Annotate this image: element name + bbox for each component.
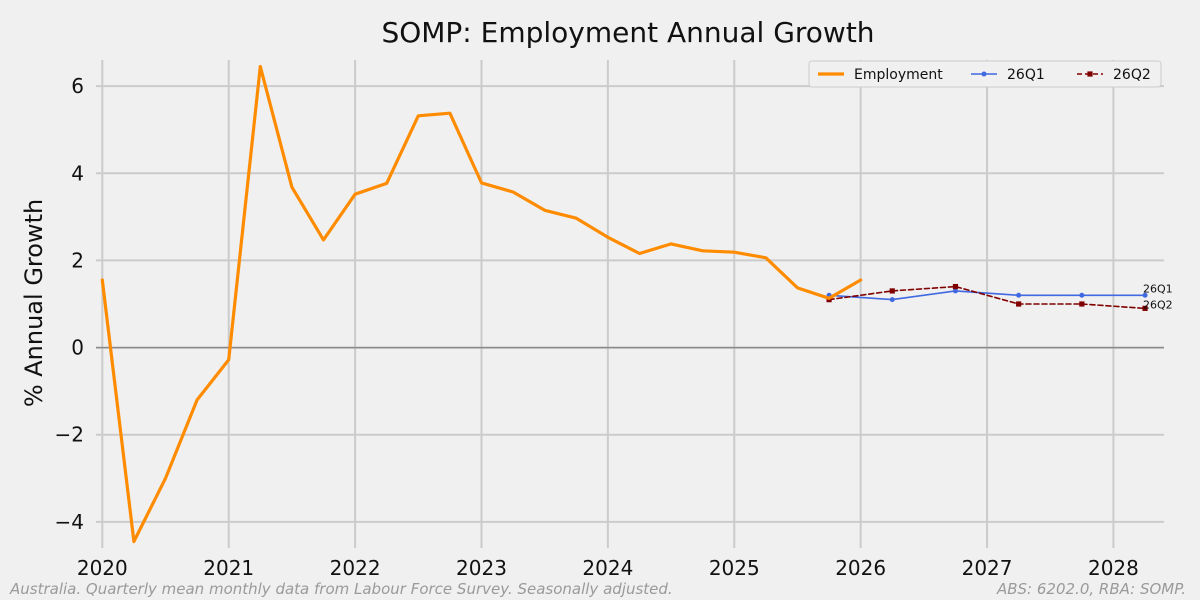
data-point-26q1 bbox=[1079, 292, 1085, 298]
legend-label: 26Q1 bbox=[1007, 67, 1045, 83]
end-label-26q2: 26Q2 bbox=[1143, 298, 1173, 311]
series-end-labels: 26Q1 26Q2 bbox=[1143, 282, 1173, 311]
legend-entry-26q1: 26Q1 bbox=[971, 67, 1045, 83]
series-employment bbox=[100, 64, 863, 544]
legend-label: Employment bbox=[854, 67, 943, 83]
footnote-left: Australia. Quarterly mean monthly data f… bbox=[9, 580, 673, 598]
legend-marker bbox=[1087, 71, 1093, 77]
data-point-26q2 bbox=[1142, 305, 1148, 311]
legend-label: 26Q2 bbox=[1113, 67, 1151, 83]
end-label-26q1: 26Q1 bbox=[1143, 282, 1173, 295]
data-point-26q1 bbox=[1016, 292, 1022, 298]
y-tick-label: −4 bbox=[55, 510, 84, 534]
data-point-26q1 bbox=[952, 288, 958, 294]
y-tick-label: −2 bbox=[55, 423, 84, 447]
data-point-26q1 bbox=[1142, 292, 1148, 298]
grid-lines bbox=[96, 60, 1164, 548]
x-tick-label: 2021 bbox=[203, 556, 254, 580]
x-tick-label: 2020 bbox=[77, 556, 128, 580]
data-point-26q2 bbox=[1016, 301, 1022, 307]
series-line-26q2 bbox=[828, 285, 1146, 310]
data-point-26q2 bbox=[952, 283, 959, 290]
legend: Employment 26Q1 26Q2 bbox=[808, 60, 1162, 88]
y-tick-label: 6 bbox=[71, 74, 84, 98]
y-axis-ticks: −4 −2 0 2 4 6 bbox=[55, 74, 84, 534]
x-tick-label: 2023 bbox=[456, 556, 507, 580]
y-tick-label: 0 bbox=[71, 336, 84, 360]
x-tick-label: 2028 bbox=[1088, 556, 1139, 580]
x-tick-label: 2027 bbox=[962, 556, 1013, 580]
chart-title: SOMP: Employment Annual Growth bbox=[381, 16, 874, 49]
series-line-26q1 bbox=[828, 290, 1146, 301]
legend-entry-26q2: 26Q2 bbox=[1077, 67, 1151, 83]
data-point-26q2 bbox=[1079, 301, 1085, 307]
y-axis-label: % Annual Growth bbox=[20, 199, 48, 407]
series-lines bbox=[100, 64, 1148, 544]
x-tick-label: 2026 bbox=[835, 556, 886, 580]
data-point-26q1 bbox=[889, 297, 895, 303]
x-tick-label: 2025 bbox=[709, 556, 760, 580]
data-point-26q2 bbox=[889, 288, 895, 294]
footnote-right: ABS: 6202.0, RBA: SOMP. bbox=[996, 580, 1186, 598]
x-tick-label: 2024 bbox=[582, 556, 633, 580]
x-axis-ticks: 2020 2021 2022 2023 2024 2025 2026 2027 2028 bbox=[77, 556, 1139, 580]
legend-marker bbox=[981, 71, 987, 77]
legend-entry-employment: Employment bbox=[818, 67, 943, 83]
y-tick-label: 4 bbox=[71, 161, 84, 185]
series-line-employment bbox=[100, 64, 863, 544]
x-tick-label: 2022 bbox=[330, 556, 381, 580]
y-tick-label: 2 bbox=[71, 248, 84, 272]
